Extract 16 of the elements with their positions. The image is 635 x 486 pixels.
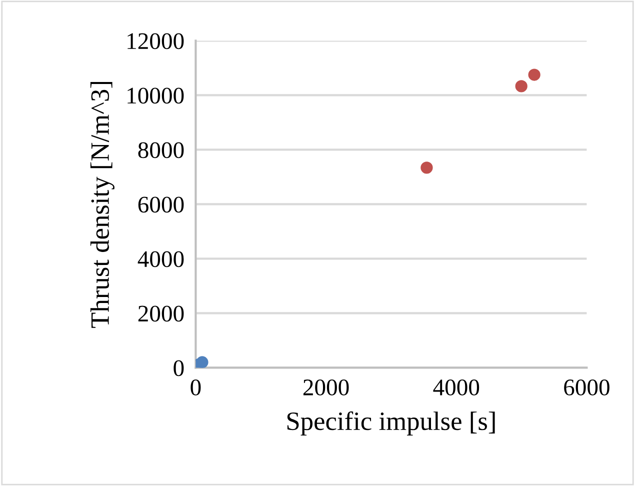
x-axis-title: Specific impulse [s]: [287, 411, 495, 436]
x-tick-label: 4000: [433, 379, 480, 396]
x-tick-label: 0: [190, 379, 201, 396]
y-axis-title: Thrust density [N/m^3]: [90, 82, 114, 328]
y-tick-label: 2000: [138, 306, 184, 322]
y-tick-label: 6000: [138, 196, 184, 213]
y-tick-label: 4000: [138, 251, 184, 268]
x-tick-label: 6000: [564, 379, 610, 396]
x-tick-label: 2000: [303, 379, 349, 396]
point: [420, 162, 433, 174]
y-tick-label: 0: [174, 360, 184, 376]
y-tick-label: 12000: [128, 33, 184, 50]
point: [515, 80, 528, 92]
point: [528, 68, 540, 81]
y-tick-label: 10000: [128, 88, 184, 104]
y-tick-label: 8000: [138, 142, 184, 158]
